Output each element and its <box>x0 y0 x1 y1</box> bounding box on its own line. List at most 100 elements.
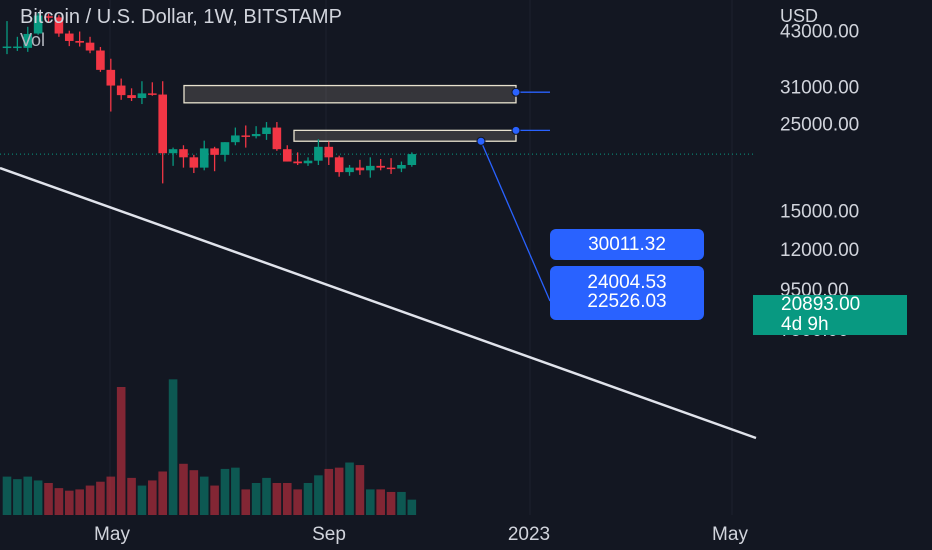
volume-bar <box>366 489 375 515</box>
y-tick-label: 55000.00 <box>780 0 859 1</box>
candle-body <box>334 157 344 173</box>
candle-body <box>137 93 147 99</box>
chart-title: Bitcoin / U.S. Dollar, 1W, BITSTAMP <box>20 6 342 28</box>
candle-body <box>148 93 157 95</box>
callout-lower-connector-b <box>480 140 551 302</box>
candle-body <box>241 135 251 137</box>
candle-body <box>199 148 209 168</box>
candle-body <box>262 127 271 134</box>
volume-bar <box>168 379 178 515</box>
callout-lower-bottom-label: 22526.03 <box>587 291 667 312</box>
candle-body <box>366 165 375 171</box>
candle-body <box>303 160 313 164</box>
volume-bar <box>13 479 22 515</box>
candle-body <box>231 135 240 143</box>
volume-bar <box>231 467 240 515</box>
volume-bar <box>137 485 147 515</box>
candle-body <box>64 33 74 41</box>
candle-body <box>345 167 354 173</box>
candle-body <box>314 146 323 161</box>
candle-body <box>376 165 385 168</box>
candle-body <box>251 133 261 137</box>
candle-body <box>23 33 33 48</box>
candle-body <box>127 95 136 99</box>
candle-body <box>179 149 188 158</box>
volume-bar <box>220 468 230 515</box>
candle-body <box>13 46 22 49</box>
candle-body <box>210 148 219 155</box>
candle-body <box>324 146 334 158</box>
volume-bar <box>189 470 199 515</box>
candle-body <box>168 149 178 154</box>
x-tick-label: May <box>712 524 748 545</box>
candle-body <box>2 46 12 49</box>
candle-body <box>44 16 53 18</box>
volume-bar <box>179 463 188 515</box>
candle-body <box>282 149 292 162</box>
zone-lower <box>293 129 517 142</box>
volume-bar <box>85 485 95 515</box>
volume-bar <box>355 465 365 515</box>
callout-lower-top-label: 24004.53 <box>587 272 667 289</box>
bar-countdown: 4d 9h <box>781 314 829 335</box>
volume-bar <box>2 476 12 515</box>
y-tick-label: 15000.00 <box>780 202 859 223</box>
x-tick-label: May <box>94 524 130 545</box>
volume-bar <box>262 477 271 515</box>
candle-body <box>220 142 230 155</box>
callout-upper[interactable]: 30011.32 <box>550 229 704 260</box>
volume-bar <box>199 476 209 515</box>
volume-bar <box>54 488 64 515</box>
candle-body <box>407 154 417 165</box>
volume-bar <box>251 483 261 515</box>
y-tick-label: 25000.00 <box>780 114 859 135</box>
candle-body <box>33 15 43 34</box>
volume-bar <box>303 483 313 515</box>
y-tick-label: 43000.00 <box>780 22 859 43</box>
candle-body <box>397 164 406 169</box>
candle-body <box>386 167 396 170</box>
volume-bar <box>397 491 406 515</box>
volume-bar <box>158 471 167 515</box>
candle-body <box>96 50 105 70</box>
volume-bar <box>345 462 354 515</box>
volume-bar <box>64 490 74 515</box>
volume-bar <box>376 489 385 515</box>
volume-bar <box>127 477 136 515</box>
volume-label: Vol <box>20 30 46 50</box>
candle-body <box>189 157 199 168</box>
volume-bar <box>33 480 43 515</box>
volume-bar <box>282 483 292 515</box>
y-tick-label: 12000.00 <box>780 240 859 261</box>
candle-body <box>106 69 116 86</box>
candle-body <box>116 85 126 96</box>
zone-upper <box>183 84 517 104</box>
last-price-value: 20893.00 <box>781 294 861 315</box>
volume-bar <box>334 467 344 515</box>
x-tick-label: Sep <box>312 524 346 545</box>
callout-lower[interactable]: 24004.53 22526.03 <box>550 266 704 320</box>
volume-bar <box>241 489 251 515</box>
volume-bar <box>148 480 157 515</box>
volume-bar <box>407 499 417 515</box>
candle-body <box>54 17 64 34</box>
anchor-dot <box>511 87 521 97</box>
candle-body <box>272 127 282 150</box>
volume-bar <box>23 476 33 515</box>
callout-upper-label: 30011.32 <box>588 234 666 255</box>
candle-body <box>355 167 365 171</box>
volume-bar <box>116 387 126 515</box>
candle-body <box>85 42 95 51</box>
volume-bar <box>324 468 334 515</box>
volume-bar <box>96 481 105 515</box>
trendline <box>0 166 757 440</box>
volume-bar <box>386 491 396 515</box>
candle-body <box>293 161 302 164</box>
anchor-dot <box>476 136 486 146</box>
volume-bar <box>75 489 84 515</box>
candle-body <box>158 94 167 154</box>
y-tick-label: 31000.00 <box>780 78 859 99</box>
anchor-dot <box>511 125 521 135</box>
volume-bar <box>293 489 302 515</box>
